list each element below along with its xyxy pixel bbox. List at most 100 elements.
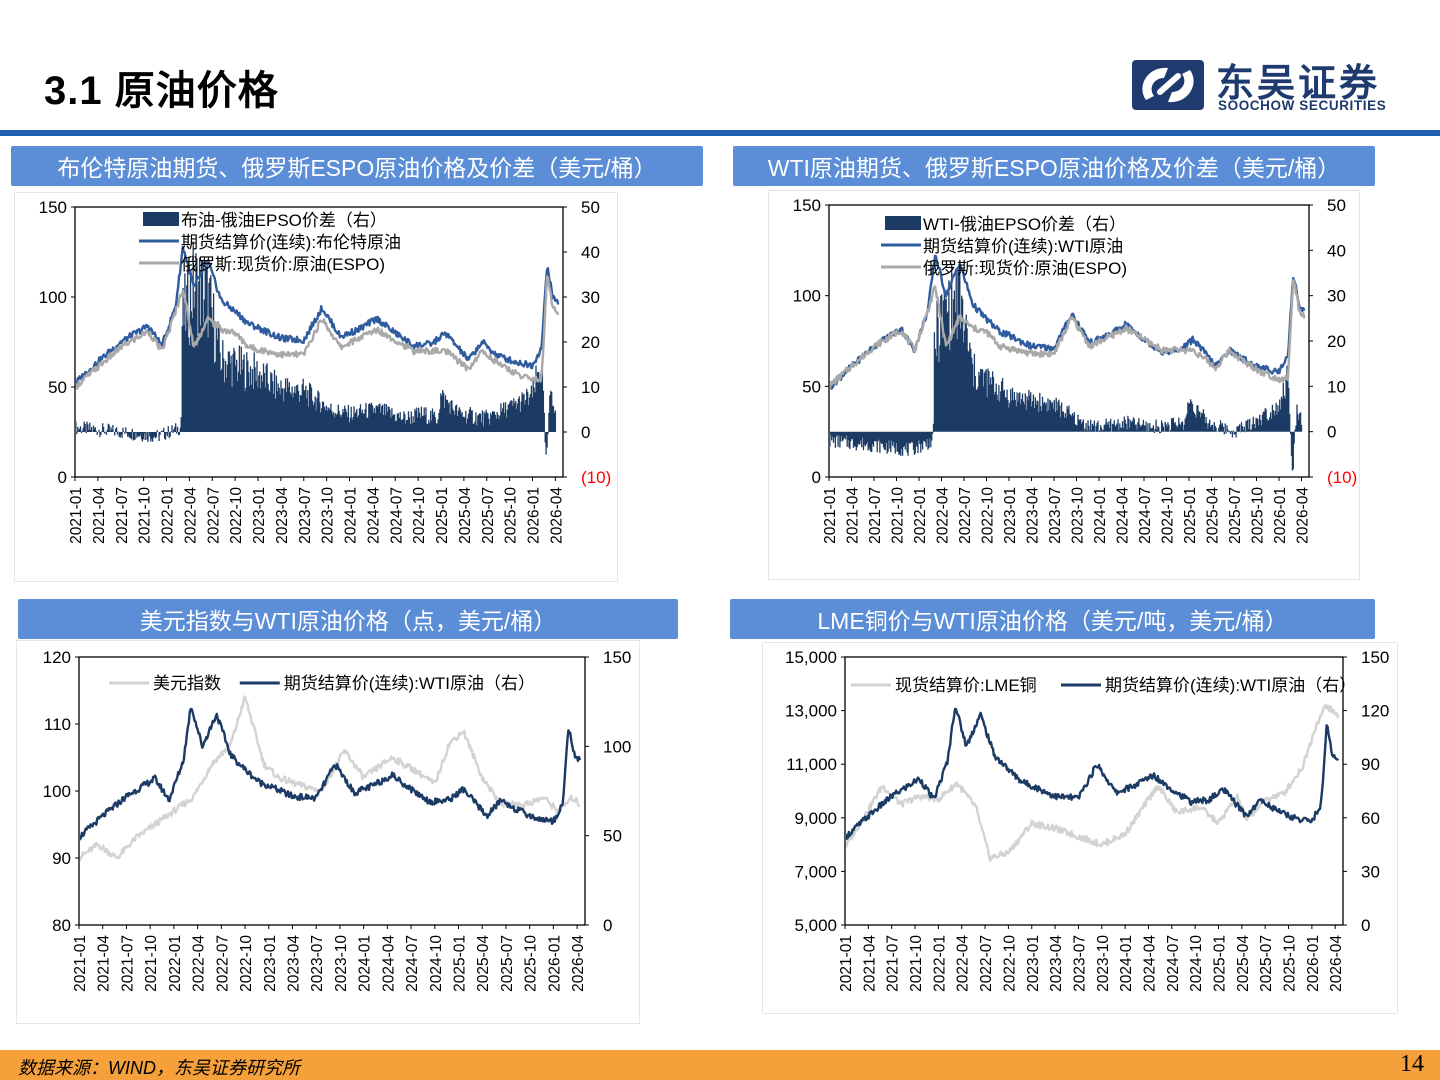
x-tick-label: 2023-01	[262, 935, 279, 992]
x-tick-label: 2023-10	[333, 935, 350, 992]
y-right-tick-label: (10)	[581, 468, 611, 487]
chart-dxy: 120 110 100 90 80 150 100 50 0 2021-01 2021-04 2021…	[43, 648, 632, 992]
soochow-logo-icon	[1132, 60, 1204, 110]
x-tick-label: 2023-07	[309, 935, 326, 992]
x-tick-label: 2021-07	[885, 935, 902, 992]
x-tick-label: 2024-01	[1118, 935, 1135, 992]
x-tick-label: 2022-01	[912, 487, 929, 544]
x-tick-label: 2024-01	[357, 935, 374, 992]
x-tick-label: 2026-04	[1295, 487, 1312, 544]
y-right-tick-label: 30	[1327, 287, 1346, 306]
x-tick-label: 2025-07	[480, 487, 497, 544]
y-right-tick-label: 20	[1327, 332, 1346, 351]
y-right-tick-label: 150	[603, 648, 631, 667]
series-line-1	[76, 245, 560, 386]
x-tick-label: 2026-04	[548, 487, 565, 544]
y-right-tick-label: 10	[581, 378, 600, 397]
x-tick-label: 2022-04	[191, 935, 208, 992]
legend-label: 期货结算价(连续):WTI原油（右）	[1105, 676, 1356, 695]
x-tick-label: 2023-04	[1048, 935, 1065, 992]
x-tick-label: 2025-04	[1235, 935, 1252, 992]
y-right-tick-label: 40	[581, 243, 600, 262]
series-line-2	[830, 278, 1306, 390]
x-tick-label: 2024-10	[411, 487, 428, 544]
series-line-1	[80, 695, 581, 862]
y-right-tick-label: 150	[1361, 648, 1389, 667]
y-right-tick-label: 0	[603, 916, 612, 935]
x-tick-label: 2021-10	[137, 487, 154, 544]
x-tick-label: 2022-07	[214, 935, 231, 992]
x-tick-label: 2026-01	[546, 935, 563, 992]
legend-label: 期货结算价(连续):布伦特原油	[181, 233, 401, 252]
x-tick-label: 2025-04	[475, 935, 492, 992]
x-tick-label: 2025-01	[434, 487, 451, 544]
logo-text-cn: 东吴证券	[1216, 63, 1381, 105]
y-left-tick-label: 110	[44, 715, 71, 734]
x-tick-label: 2022-10	[238, 935, 255, 992]
page-title: 3.1 原油价格	[44, 69, 279, 113]
chart-title-dxy: 美元指数与WTI原油价格（点，美元/桶）	[18, 599, 678, 639]
page-number: 14	[1400, 1051, 1424, 1077]
x-tick-label: 2025-07	[1227, 487, 1244, 544]
x-tick-label: 2021-01	[68, 487, 85, 544]
y-right-tick-label: 100	[603, 737, 631, 756]
footer-bar: 数据来源：WIND，东吴证券研究所 14	[0, 1050, 1440, 1080]
x-tick-label: 2025-04	[457, 487, 474, 544]
y-right-tick-label: 50	[581, 198, 600, 217]
legend-label: 期货结算价(连续):WTI原油	[923, 237, 1123, 256]
x-tick-label: 2021-10	[143, 935, 160, 992]
x-tick-label: 2021-01	[822, 487, 839, 544]
x-tick-label: 2025-07	[499, 935, 516, 992]
x-tick-label: 2021-10	[890, 487, 907, 544]
y-left-tick-label: 50	[802, 377, 821, 396]
chart-panel-wti: 150 100 50 0 50 40 30 20 10 0 (10) 2021-01 2021-04 20…	[768, 190, 1360, 580]
chart-legend: 现货结算价:LME铜 期货结算价(连续):WTI原油（右）	[851, 676, 1356, 695]
legend-label: 布油-俄油EPSO价差（右）	[181, 211, 387, 230]
x-tick-label: 2026-04	[570, 935, 587, 992]
y-right-tick-label: 20	[581, 333, 600, 352]
chart-title-lme: LME铜价与WTI原油价格（美元/吨，美元/桶）	[730, 599, 1375, 639]
chart-legend: WTI-俄油EPSO价差（右） 期货结算价(连续):WTI原油俄罗斯:现货价:原油…	[881, 215, 1127, 278]
x-tick-label: 2023-01	[1002, 487, 1019, 544]
x-tick-label: 2023-10	[1070, 487, 1087, 544]
x-tick-label: 2023-04	[1025, 487, 1042, 544]
x-tick-label: 2022-01	[931, 935, 948, 992]
x-tick-label: 2025-01	[1212, 935, 1229, 992]
x-tick-label: 2022-04	[955, 935, 972, 992]
x-tick-label: 2021-04	[845, 487, 862, 544]
legend-label: 美元指数	[153, 674, 221, 693]
x-tick-label: 2021-01	[72, 935, 89, 992]
legend-swatch-spread	[885, 216, 921, 230]
y-left-tick-label: 50	[48, 378, 67, 397]
x-tick-label: 2021-07	[867, 487, 884, 544]
x-tick-label: 2025-07	[1258, 935, 1275, 992]
x-tick-label: 2024-10	[1188, 935, 1205, 992]
x-tick-label: 2024-10	[1160, 487, 1177, 544]
chart-title-brent: 布伦特原油期货、俄罗斯ESPO原油价格及价差（美元/桶）	[11, 146, 703, 186]
x-tick-label: 2022-10	[980, 487, 997, 544]
chart-panel-brent: 150 100 50 0 50 40 30 20 10 0 (10) 2021-01 2021-04 20…	[14, 192, 618, 582]
plot-series-group	[846, 703, 1340, 863]
chart-panel-lme: 15,000 13,000 11,000 9,000 7,000 5,000 150 120 9…	[762, 642, 1398, 1014]
x-tick-label: 2021-01	[838, 935, 855, 992]
x-tick-label: 2025-10	[503, 487, 520, 544]
legend-label: 俄罗斯:现货价:原油(ESPO)	[923, 259, 1127, 278]
y-left-tick-label: 120	[43, 648, 71, 667]
y-right-tick-label: 50	[603, 827, 622, 846]
legend-label: 俄罗斯:现货价:原油(ESPO)	[181, 255, 385, 274]
series-line-1	[846, 703, 1340, 863]
x-tick-label: 2024-01	[1092, 487, 1109, 544]
x-tick-label: 2025-10	[523, 935, 540, 992]
series-line-2	[846, 707, 1340, 840]
y-right-tick-label: 10	[1327, 377, 1346, 396]
x-tick-label: 2021-04	[96, 935, 113, 992]
logo-text-en: SOOCHOW SECURITIES	[1218, 98, 1387, 113]
x-tick-label: 2022-04	[935, 487, 952, 544]
chart-lme: 15,000 13,000 11,000 9,000 7,000 5,000 150 120 9…	[785, 648, 1389, 992]
x-tick-label: 2024-07	[404, 935, 421, 992]
x-tick-label: 2022-10	[1001, 935, 1018, 992]
plot-border	[844, 656, 1344, 926]
y-right-tick-label: 120	[1361, 702, 1389, 721]
series-line-2	[80, 707, 582, 841]
y-left-tick-label: 90	[52, 849, 71, 868]
